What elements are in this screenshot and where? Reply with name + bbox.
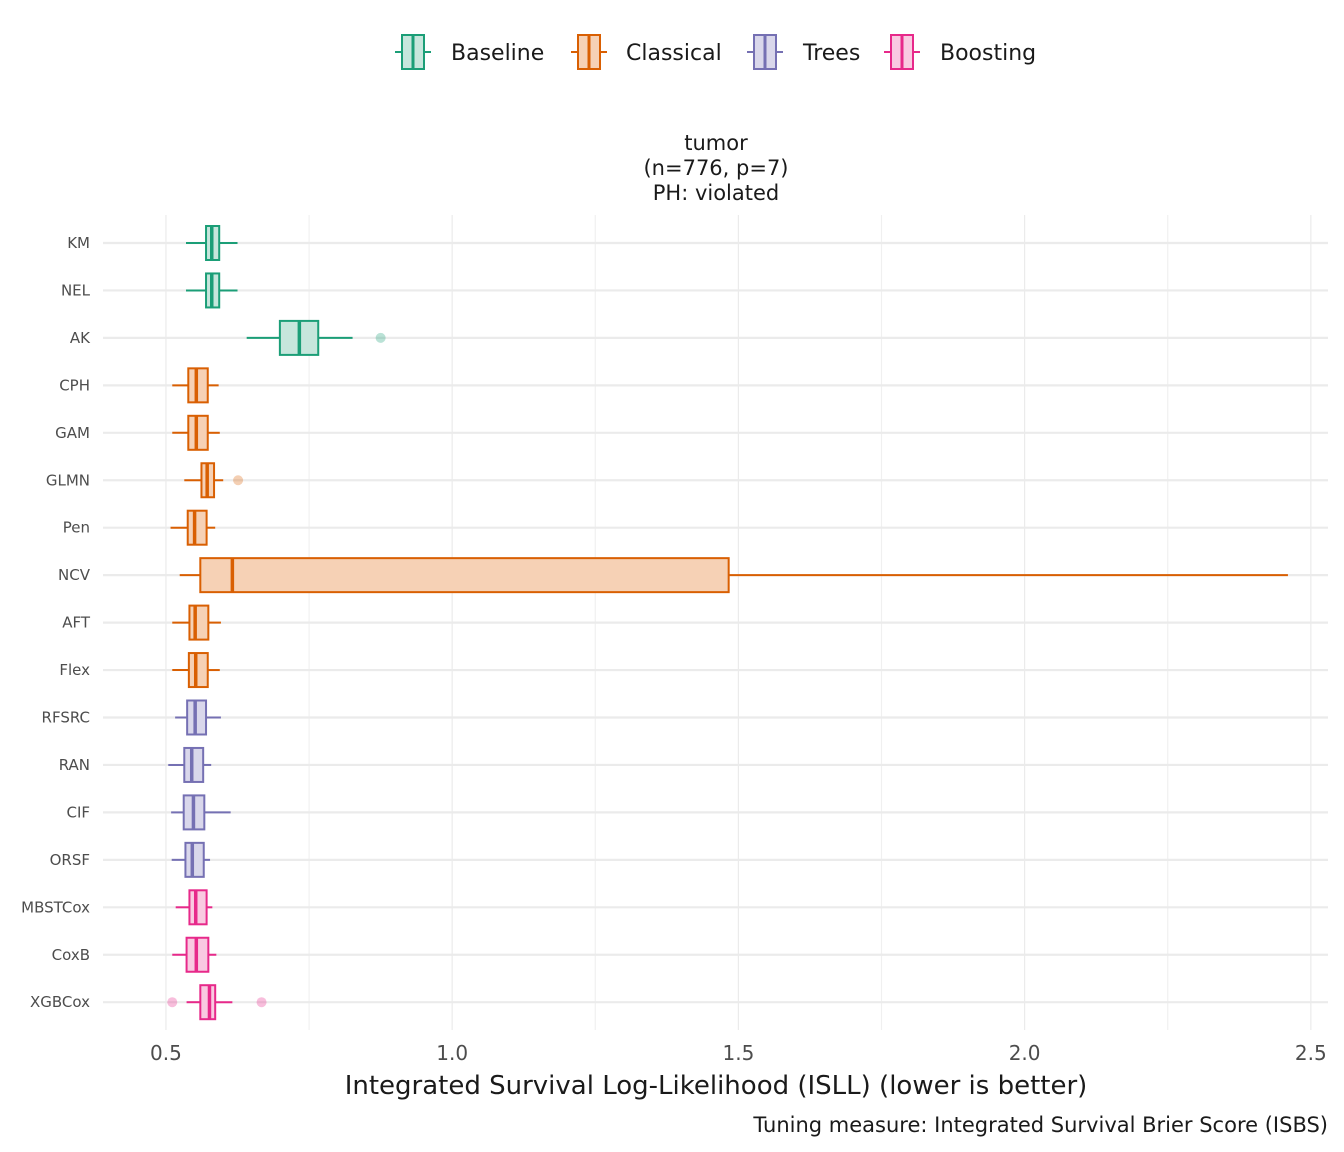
- box-orsf: [171, 841, 211, 878]
- box-series: [167, 225, 1288, 1021]
- y-tick-label: MBSTCox: [21, 898, 90, 916]
- x-axis-ticks: 0.5 1.0 1.5 2.0 2.5: [150, 1041, 1327, 1065]
- y-tick-label: CoxB: [52, 946, 90, 964]
- iqr-box: [199, 557, 730, 594]
- y-tick-label: ORSF: [50, 851, 90, 869]
- y-tick-label: GAM: [55, 424, 90, 442]
- box-mbstcox: [175, 889, 213, 926]
- title-line-3: PH: violated: [653, 181, 780, 205]
- x-tick-label: 0.5: [150, 1041, 182, 1065]
- legend-item-boosting: Boosting: [884, 34, 1036, 70]
- iqr-box: [183, 746, 205, 783]
- legend-label: Trees: [802, 41, 860, 66]
- legend-item-baseline: Baseline: [395, 34, 544, 70]
- legend: Baseline Classical Trees Boosting: [395, 34, 1036, 70]
- x-tick-label: 2.5: [1295, 1041, 1327, 1065]
- y-tick-label: AK: [70, 329, 91, 347]
- y-axis-ticks: KM NEL AK CPH GAM GLMN Pen NCV AFT Flex RFSRC RAN CI…: [21, 234, 91, 1011]
- x-tick-label: 1.0: [436, 1041, 468, 1065]
- outlier-point: [167, 997, 178, 1008]
- y-tick-label: RFSRC: [42, 709, 90, 727]
- caption: Tuning measure: Integrated Survival Brie…: [752, 1113, 1328, 1137]
- panel-title: tumor (n=776, p=7) PH: violated: [643, 131, 788, 205]
- y-tick-label: Flex: [59, 661, 90, 679]
- box-glmn: [184, 462, 244, 499]
- title-line-2: (n=776, p=7): [643, 156, 788, 180]
- box-ran: [168, 746, 212, 783]
- box-nel: [186, 272, 238, 309]
- y-tick-label: CPH: [59, 376, 90, 394]
- box-km: [186, 225, 238, 261]
- iqr-box: [186, 509, 208, 546]
- legend-label: Classical: [626, 41, 722, 66]
- iqr-box: [187, 652, 209, 689]
- box-xgbcox: [167, 984, 267, 1021]
- box-pen: [170, 509, 216, 546]
- box-cph: [172, 367, 219, 404]
- box-coxb: [172, 936, 217, 973]
- box-aft: [172, 604, 221, 641]
- y-tick-label: NEL: [61, 281, 91, 299]
- outlier-point: [375, 332, 386, 343]
- legend-item-classical: Classical: [571, 34, 722, 70]
- y-tick-label: RAN: [59, 756, 90, 774]
- y-tick-label: CIF: [66, 803, 90, 821]
- box-cif: [171, 794, 231, 831]
- iqr-box: [188, 889, 208, 926]
- iqr-box: [184, 841, 205, 878]
- box-ncv: [179, 557, 1288, 594]
- outlier-point: [256, 997, 267, 1008]
- legend-label: Baseline: [451, 41, 544, 66]
- x-axis-label: Integrated Survival Log-Likelihood (ISLL…: [345, 1071, 1088, 1101]
- box-ak: [246, 319, 386, 356]
- legend-item-trees: Trees: [747, 34, 860, 70]
- box-gam: [172, 414, 220, 451]
- y-tick-label: AFT: [62, 614, 91, 632]
- iqr-box: [188, 604, 210, 641]
- box-flex: [172, 652, 220, 689]
- y-tick-label: KM: [67, 234, 90, 252]
- x-tick-label: 1.5: [722, 1041, 754, 1065]
- title-line-1: tumor: [684, 131, 748, 155]
- box-rfsrc: [175, 699, 221, 736]
- y-tick-label: Pen: [63, 519, 90, 537]
- outlier-point: [233, 475, 244, 486]
- y-tick-label: XGBCox: [30, 993, 90, 1011]
- x-tick-label: 2.0: [1009, 1041, 1041, 1065]
- legend-label: Boosting: [940, 41, 1036, 66]
- y-tick-label: NCV: [58, 566, 91, 584]
- y-tick-label: GLMN: [46, 471, 90, 489]
